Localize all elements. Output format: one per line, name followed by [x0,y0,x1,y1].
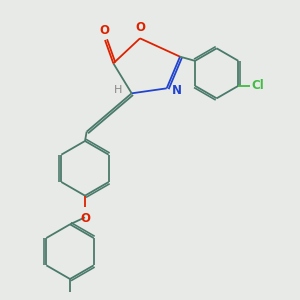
Text: H: H [114,85,122,95]
Text: N: N [172,83,182,97]
Text: O: O [99,24,109,37]
Text: O: O [136,21,146,34]
Text: O: O [80,212,90,225]
Text: Cl: Cl [252,79,264,92]
